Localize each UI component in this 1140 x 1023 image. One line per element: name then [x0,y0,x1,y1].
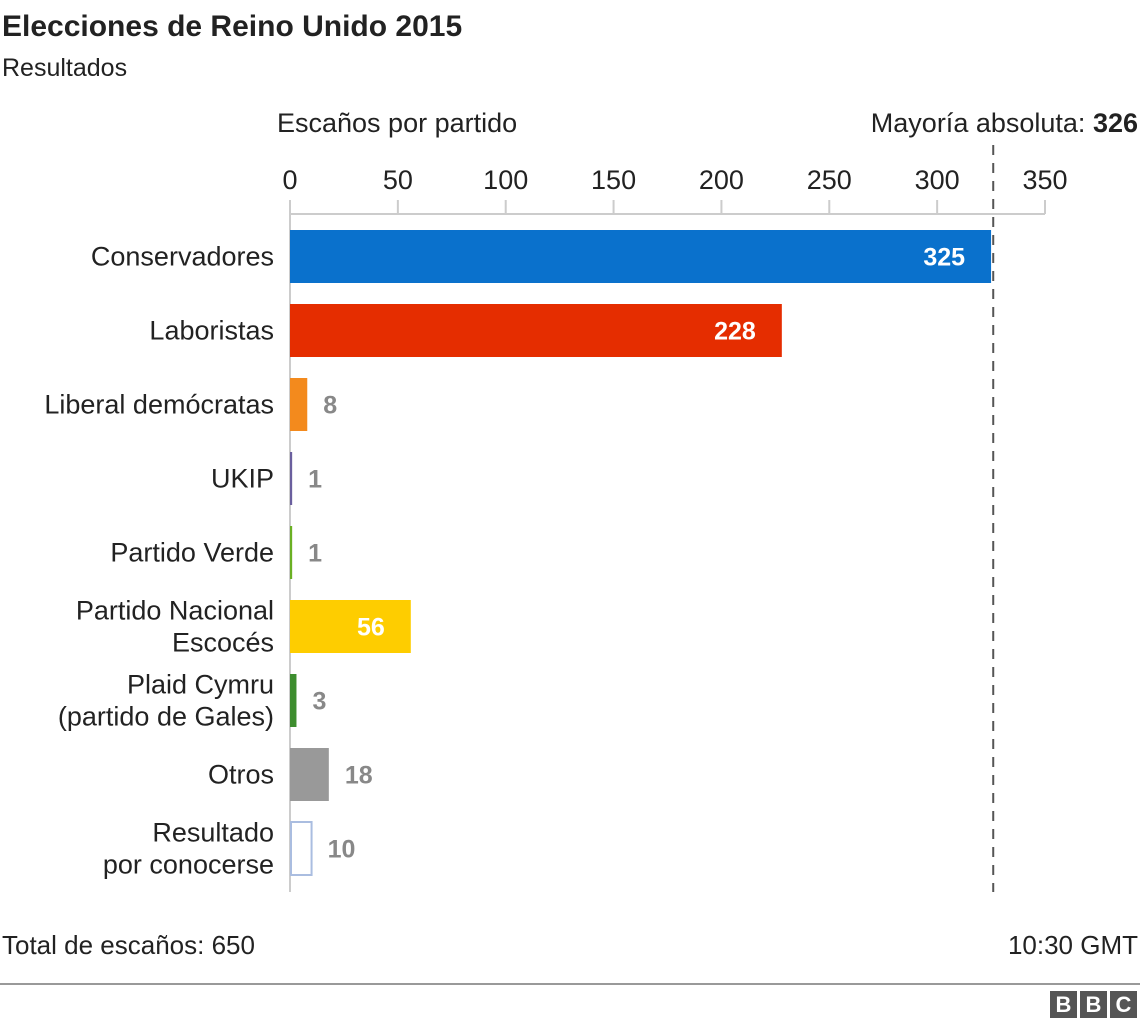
category-label: Resultado por conocerse [103,818,274,880]
x-tick-label: 250 [807,165,852,195]
x-tick-label: 50 [383,165,413,195]
chart-title: Elecciones de Reino Unido 2015 [2,10,463,43]
majority-label: Mayoría absoluta: 326 [871,108,1138,139]
bar [290,452,293,505]
x-tick-label: 100 [483,165,528,195]
majority-value: 326 [1092,108,1138,138]
bar [290,526,293,579]
bbc-logo-letter: C [1110,991,1137,1018]
value-label: 325 [923,244,965,272]
bar [290,600,411,653]
category-label: Conservadores [91,242,274,272]
total-seats: Total de escaños: 650 [2,930,255,960]
category-label-line: (partido de Gales) [58,702,274,732]
bar [290,748,329,801]
x-tick-label: 350 [1022,165,1067,195]
x-tick-label: 150 [591,165,636,195]
category-label: UKIP [211,464,274,494]
category-label: Laboristas [149,316,274,346]
category-label-line: por conocerse [103,850,274,880]
x-tick-label: 200 [699,165,744,195]
bar [290,230,992,283]
value-label: 8 [323,392,337,420]
value-label: 1 [308,540,322,568]
value-label: 18 [345,762,373,790]
category-label-line: Partido Nacional [76,596,274,626]
majority-text: Mayoría absoluta: [870,108,1086,138]
bbc-logo: B B C [1050,991,1137,1018]
bbc-logo-letter: B [1050,991,1077,1018]
x-tick-label: 300 [915,165,960,195]
category-label: Liberal demócratas [44,390,274,420]
category-labels: Conservadores Laboristas Liberal demócrata… [44,242,274,880]
x-tick-label: 0 [282,165,297,195]
value-label: 228 [714,318,756,346]
category-label: Partido Verde [110,538,274,568]
bar [290,674,297,727]
footer-divider [0,983,1140,985]
category-label: Otros [208,760,274,790]
bbc-logo-letter: B [1080,991,1107,1018]
value-label: 3 [312,688,326,716]
category-label-line: Escocés [172,628,274,658]
category-label: Partido Nacional Escocés [76,596,274,658]
bar [290,304,782,357]
bars: 325 228 8 1 1 56 3 18 10 [290,230,992,876]
value-label: 10 [328,836,356,864]
category-label: Plaid Cymru (partido de Gales) [58,670,274,732]
bar [290,378,308,431]
category-label-line: Plaid Cymru [127,670,274,700]
timestamp: 10:30 GMT [1007,930,1138,960]
chart-subtitle: Resultados [2,54,128,82]
category-label-line: Resultado [152,818,274,848]
value-label: 1 [308,466,322,494]
value-label: 56 [357,614,385,642]
bar [290,821,313,876]
x-axis-title: Escaños por partido [277,108,518,138]
